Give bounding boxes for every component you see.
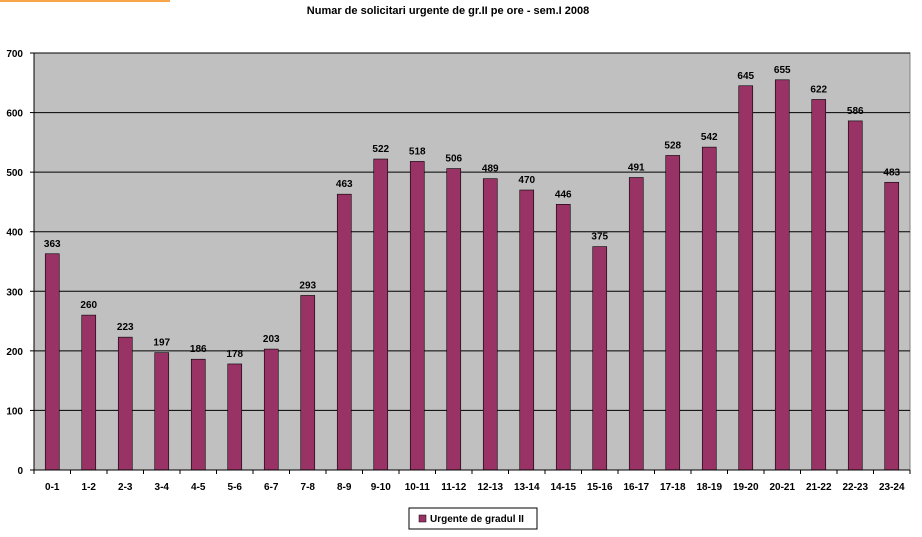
bar (482, 178, 498, 471)
data-label: 506 (445, 154, 462, 165)
y-tick-label: 600 (6, 109, 23, 120)
data-label: 655 (774, 65, 791, 76)
y-axis-ticks: 0 100 200 300 400 500 600 700 (6, 49, 23, 477)
bar (628, 177, 644, 471)
data-label: 586 (847, 106, 864, 117)
bar (117, 336, 133, 471)
x-tick-label: 10-11 (405, 482, 430, 493)
bars (44, 79, 900, 471)
x-tick-label: 13-14 (514, 482, 540, 493)
data-label: 622 (810, 84, 827, 95)
data-label: 542 (701, 132, 718, 143)
data-label: 470 (518, 175, 535, 186)
accent-line (0, 0, 170, 2)
data-label: 223 (117, 322, 134, 333)
x-tick-label: 9-10 (371, 482, 391, 493)
x-tick-label: 20-21 (769, 482, 795, 493)
data-label: 363 (44, 239, 61, 250)
y-tick-label: 400 (6, 228, 23, 239)
legend-box (408, 507, 538, 530)
x-tick-label: 15-16 (587, 482, 613, 493)
bar (446, 168, 462, 471)
legend: Urgente de gradul II (408, 507, 538, 530)
bar (44, 253, 60, 471)
x-tick-label: 14-15 (550, 482, 576, 493)
x-tick-label: 4-5 (191, 482, 206, 493)
bar (811, 99, 827, 471)
y-tick-label: 0 (17, 466, 23, 477)
chart-title: Numar de solicitari urgente de gr.II pe … (307, 5, 589, 17)
x-tick-label: 18-19 (696, 482, 722, 493)
data-label: 528 (664, 140, 681, 151)
bar (190, 358, 206, 471)
data-labels: 363 260 223 197 186 178 203 293 463 522 518 506 489 4… (44, 65, 901, 360)
y-tick-label: 500 (6, 168, 23, 179)
bar (847, 120, 863, 471)
x-tick-label: 2-3 (118, 482, 133, 493)
bar (665, 155, 681, 471)
data-label: 489 (482, 164, 499, 175)
data-label: 197 (153, 338, 170, 349)
x-tick-label: 3-4 (155, 482, 170, 493)
y-tick-label: 300 (6, 287, 23, 298)
data-label: 203 (263, 334, 280, 345)
bar (154, 352, 170, 471)
data-label: 293 (299, 280, 316, 291)
x-tick-label: 5-6 (228, 482, 243, 493)
bar (81, 314, 97, 471)
x-tick-label: 7-8 (301, 482, 316, 493)
data-label: 463 (336, 179, 353, 190)
bar (592, 246, 608, 471)
x-tick-label: 16-17 (623, 482, 649, 493)
y-tick-label: 700 (6, 49, 23, 60)
x-tick-label: 0-1 (45, 482, 60, 493)
bar (884, 181, 900, 471)
bar (774, 79, 790, 471)
bar (409, 161, 425, 471)
x-axis-ticks: 0-1 1-2 2-3 3-4 4-5 5-6 6-7 7-8 8-9 9-10 10-11 11-1… (33, 470, 911, 493)
y-tick-label: 100 (6, 406, 23, 417)
data-label: 446 (555, 189, 572, 200)
bar (263, 348, 279, 471)
gridlines (30, 52, 910, 471)
data-label: 260 (80, 300, 97, 311)
y-tick-label: 200 (6, 347, 23, 358)
data-label: 186 (190, 344, 207, 355)
plot-area (33, 52, 911, 471)
bar (300, 295, 316, 471)
legend-swatch (418, 514, 427, 523)
bar (519, 189, 535, 471)
bar (373, 158, 389, 471)
data-label: 178 (226, 349, 243, 360)
x-tick-label: 17-18 (660, 482, 686, 493)
x-tick-label: 8-9 (337, 482, 352, 493)
x-tick-label: 1-2 (82, 482, 97, 493)
x-tick-label: 21-22 (806, 482, 832, 493)
x-tick-label: 23-24 (879, 482, 905, 493)
bar (555, 204, 571, 471)
data-label: 491 (628, 163, 645, 174)
bar (738, 85, 754, 471)
data-label: 645 (737, 71, 754, 82)
bar (701, 146, 717, 471)
bar (227, 363, 243, 471)
data-label: 518 (409, 146, 426, 157)
legend-label: Urgente de gradul II (430, 514, 524, 525)
x-tick-label: 11-12 (441, 482, 466, 493)
x-tick-label: 19-20 (733, 482, 759, 493)
data-label: 375 (591, 232, 608, 243)
data-label: 483 (883, 167, 900, 178)
x-tick-label: 12-13 (477, 482, 503, 493)
x-tick-label: 6-7 (264, 482, 279, 493)
x-tick-label: 22-23 (842, 482, 868, 493)
bar (336, 193, 352, 471)
data-label: 522 (372, 144, 389, 155)
